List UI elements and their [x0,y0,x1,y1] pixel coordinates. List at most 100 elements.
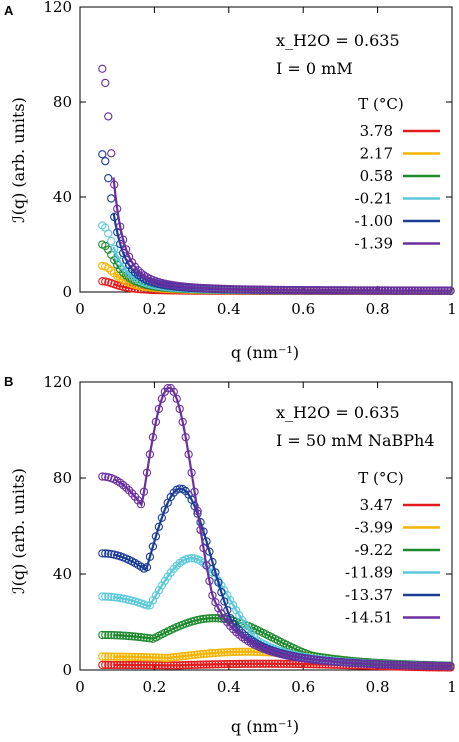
series--1.39 [98,64,455,295]
panel-label-a: A [4,3,14,18]
data-point [107,149,116,158]
data-point [241,620,250,629]
legend-label: 0.58 [360,167,393,185]
x-axis-label-b: q (nm⁻¹) [231,717,299,736]
plot-area-b: 0 0.2 0.4 0.6 0.8 1 0 40 80 120 [43,373,456,696]
data-point [101,472,110,481]
data-point [98,630,107,640]
data-point [107,194,116,203]
data-point [104,630,113,640]
panel-a: A 0 0.2 0.4 0.6 0.8 1 0 40 80 120 ℐ(q) (arb. unit… [4,0,457,362]
legend-label: -1.00 [355,212,393,230]
data-point [136,500,146,509]
data-point [169,488,178,497]
data-point [101,592,110,601]
plot-area-a: 0 0.2 0.4 0.6 0.8 1 0 40 80 120 [43,0,456,318]
axes-frame [79,381,453,671]
legend-label: 3.78 [360,122,393,140]
annotation-composition-b: x_H2O = 0.635 [276,403,400,422]
legend-label: 3.47 [360,496,393,514]
y-tick-label: 40 [53,565,72,583]
legend-b: 3.47 -3.99 -9.22 -11.89 -13.37 -14.51 [345,496,440,627]
data-point [121,245,131,254]
legend-a: 3.78 2.17 0.58 -0.21 -1.00 -1.39 [355,122,440,253]
y-tick-label: 0 [62,661,72,679]
x-tick-label: 0 [75,678,85,696]
legend-title-b: T (°C) [358,469,403,487]
data-point [220,613,229,623]
data-point [107,236,116,246]
x-tick-label: 0.4 [217,678,241,696]
data-point [121,483,131,492]
annotation-ionic-strength-b: I = 50 mM NaBPh4 [276,431,435,450]
data-point [98,592,107,601]
legend-label: -3.99 [355,519,393,537]
data-point [104,549,113,558]
data-point [98,150,107,159]
data-point [98,660,107,670]
data-point [104,652,113,661]
data-point [166,492,175,502]
data-point [133,266,143,275]
data-point [104,112,113,121]
fit-line [112,177,453,292]
legend-label: -14.51 [345,609,393,627]
data-point [98,652,107,661]
data-point [101,630,110,640]
y-tick-label: 80 [53,93,72,111]
legend-label: -0.21 [355,190,393,208]
x-tick-label: 0.2 [142,300,166,318]
data-point [169,387,178,396]
data-point [101,549,110,558]
legend-title-a: T (°C) [358,95,403,113]
data-point [101,652,110,661]
x-tick-label: 0.6 [291,678,315,696]
annotation-composition-a: x_H2O = 0.635 [276,31,400,50]
data-point [101,78,110,88]
data-point [157,513,166,522]
series--1.00 [98,150,455,295]
legend-label: -11.89 [345,564,393,582]
y-tick-label: 120 [43,373,72,391]
panel-b: B 0 0.2 0.4 0.6 0.8 1 0 40 80 120 ℐ(q) (arb. unit… [4,373,457,736]
data-point [243,624,253,634]
annotation-ionic-strength-a: I = 0 mM [276,59,353,78]
x-axis-label-a: q (nm⁻¹) [231,343,299,362]
data-point [160,576,169,586]
y-tick-label: 120 [43,0,72,16]
data-point [220,597,229,606]
x-tick-label: 0 [75,300,85,318]
data-point [98,472,107,481]
x-tick-label: 0.2 [142,678,166,696]
x-tick-label: 1 [447,678,457,696]
x-tick-label: 0.4 [217,300,241,318]
data-point [98,549,107,558]
data-point [104,592,113,601]
x-tick-label: 1 [447,300,457,318]
y-axis-label-b: ℐ(q) (arb. units) [9,468,28,594]
y-tick-label: 80 [53,469,72,487]
x-tick-label: 0.8 [366,300,390,318]
x-tick-label: 0.8 [366,678,390,696]
x-tick-label: 0.6 [291,300,315,318]
data-point [101,660,110,670]
data-point [98,277,107,286]
data-point [98,64,107,73]
data-point [229,625,238,634]
legend-label: -9.22 [355,541,393,559]
data-point [104,229,113,238]
legend-label: 2.17 [360,145,393,163]
series--14.51 [98,384,455,671]
data-point [127,258,137,267]
data-point [104,660,113,670]
legend-label: -13.37 [345,586,393,604]
data-point [104,174,113,183]
y-axis-label-a: ℐ(q) (arb. units) [9,97,28,223]
fit-line [113,386,453,668]
data-point [101,277,110,286]
panel-label-b: B [4,374,13,389]
y-tick-label: 40 [53,188,72,206]
legend-label: -1.39 [355,235,393,253]
data-point [160,505,169,514]
